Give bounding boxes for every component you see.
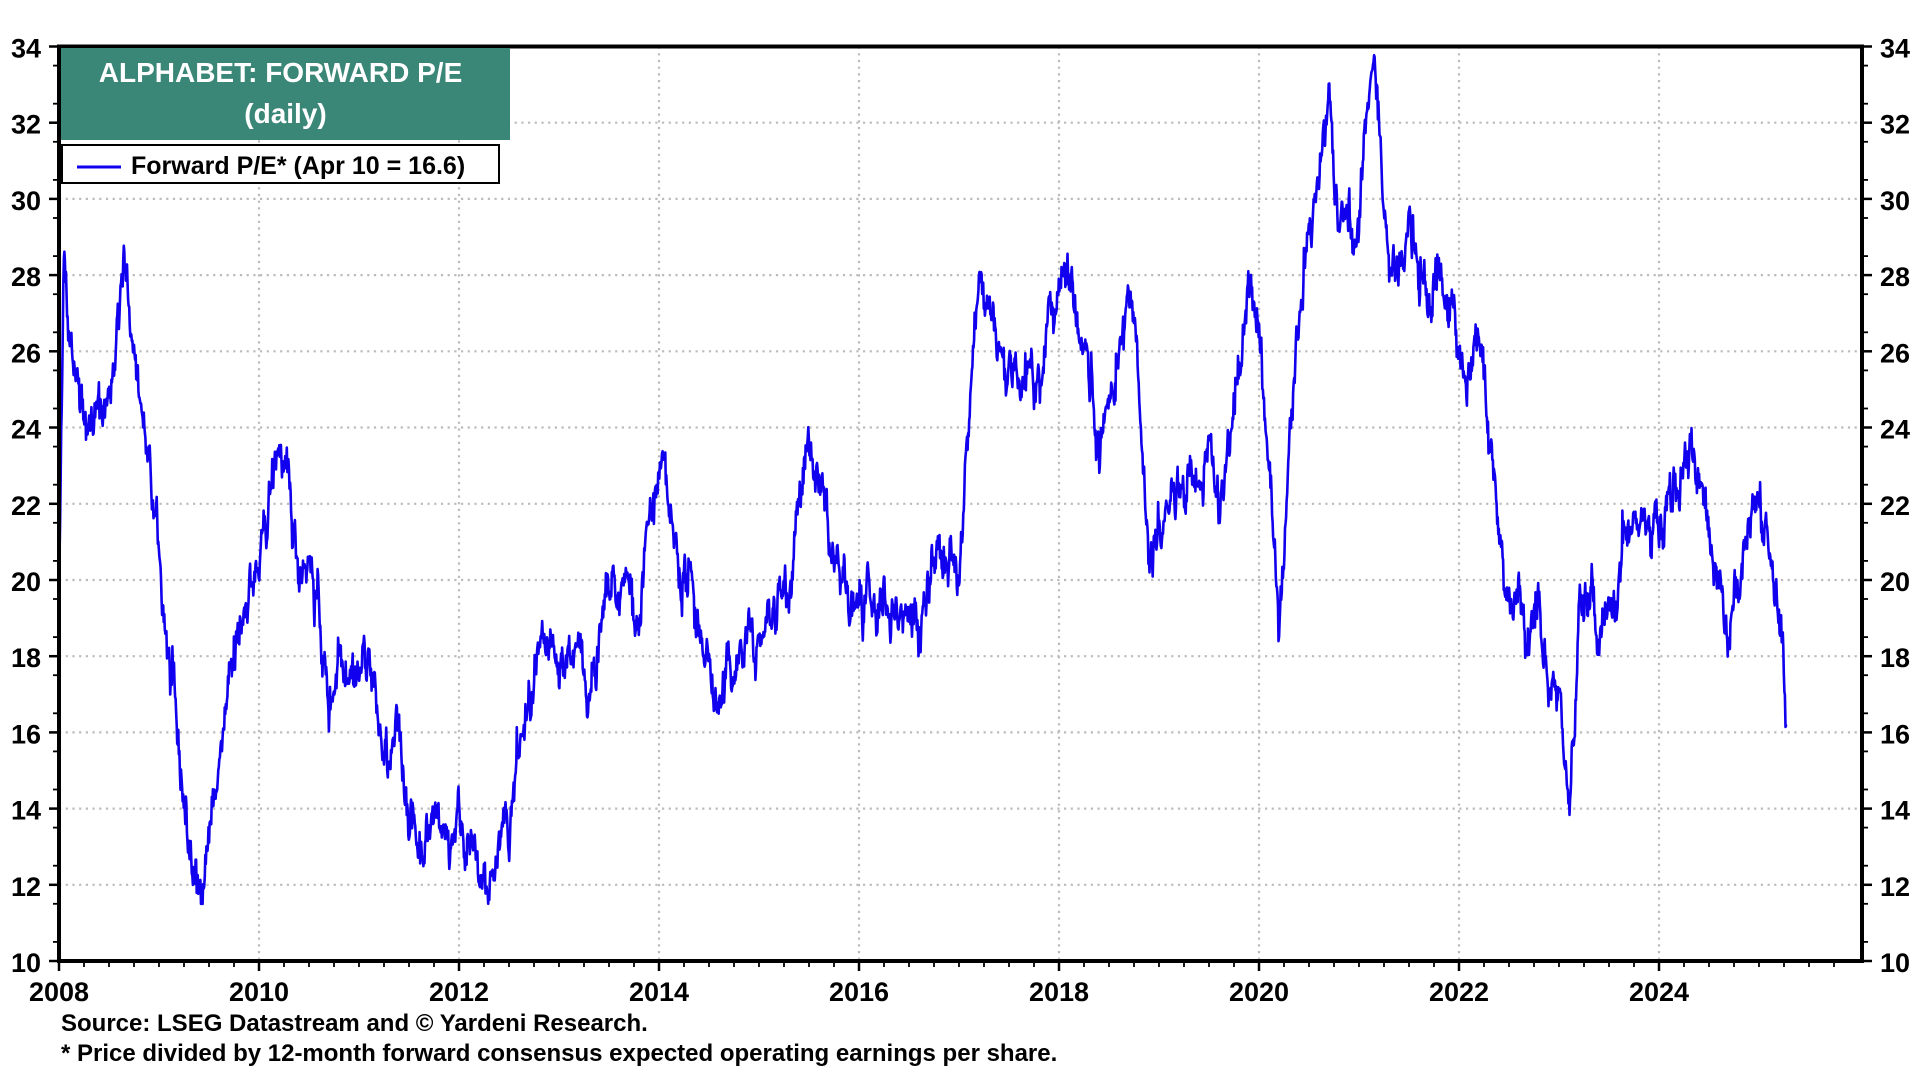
svg-text:12: 12 xyxy=(11,872,41,902)
svg-text:18: 18 xyxy=(11,643,41,673)
svg-text:34: 34 xyxy=(1880,34,1910,64)
svg-text:14: 14 xyxy=(1880,796,1910,826)
svg-text:10: 10 xyxy=(11,948,41,978)
svg-text:26: 26 xyxy=(11,338,41,368)
svg-text:2016: 2016 xyxy=(829,977,889,1007)
svg-text:20: 20 xyxy=(11,567,41,597)
svg-text:20: 20 xyxy=(1880,567,1910,597)
svg-text:2008: 2008 xyxy=(29,977,89,1007)
svg-text:28: 28 xyxy=(1880,262,1910,292)
svg-text:2012: 2012 xyxy=(429,977,489,1007)
svg-text:32: 32 xyxy=(1880,110,1910,140)
svg-text:2010: 2010 xyxy=(229,977,289,1007)
svg-text:30: 30 xyxy=(1880,186,1910,216)
svg-text:24: 24 xyxy=(1880,415,1910,445)
svg-text:34: 34 xyxy=(11,34,41,64)
svg-text:2020: 2020 xyxy=(1229,977,1289,1007)
svg-text:2018: 2018 xyxy=(1029,977,1089,1007)
svg-text:22: 22 xyxy=(11,491,41,521)
svg-text:32: 32 xyxy=(11,110,41,140)
svg-text:16: 16 xyxy=(1880,719,1910,749)
svg-text:2014: 2014 xyxy=(629,977,689,1007)
svg-text:18: 18 xyxy=(1880,643,1910,673)
svg-text:28: 28 xyxy=(11,262,41,292)
svg-text:2022: 2022 xyxy=(1429,977,1489,1007)
svg-text:14: 14 xyxy=(11,796,41,826)
svg-text:12: 12 xyxy=(1880,872,1910,902)
svg-text:16: 16 xyxy=(11,719,41,749)
svg-text:24: 24 xyxy=(11,415,41,445)
svg-text:26: 26 xyxy=(1880,338,1910,368)
svg-text:30: 30 xyxy=(11,186,41,216)
svg-text:22: 22 xyxy=(1880,491,1910,521)
svg-text:10: 10 xyxy=(1880,948,1910,978)
svg-text:2024: 2024 xyxy=(1629,977,1689,1007)
